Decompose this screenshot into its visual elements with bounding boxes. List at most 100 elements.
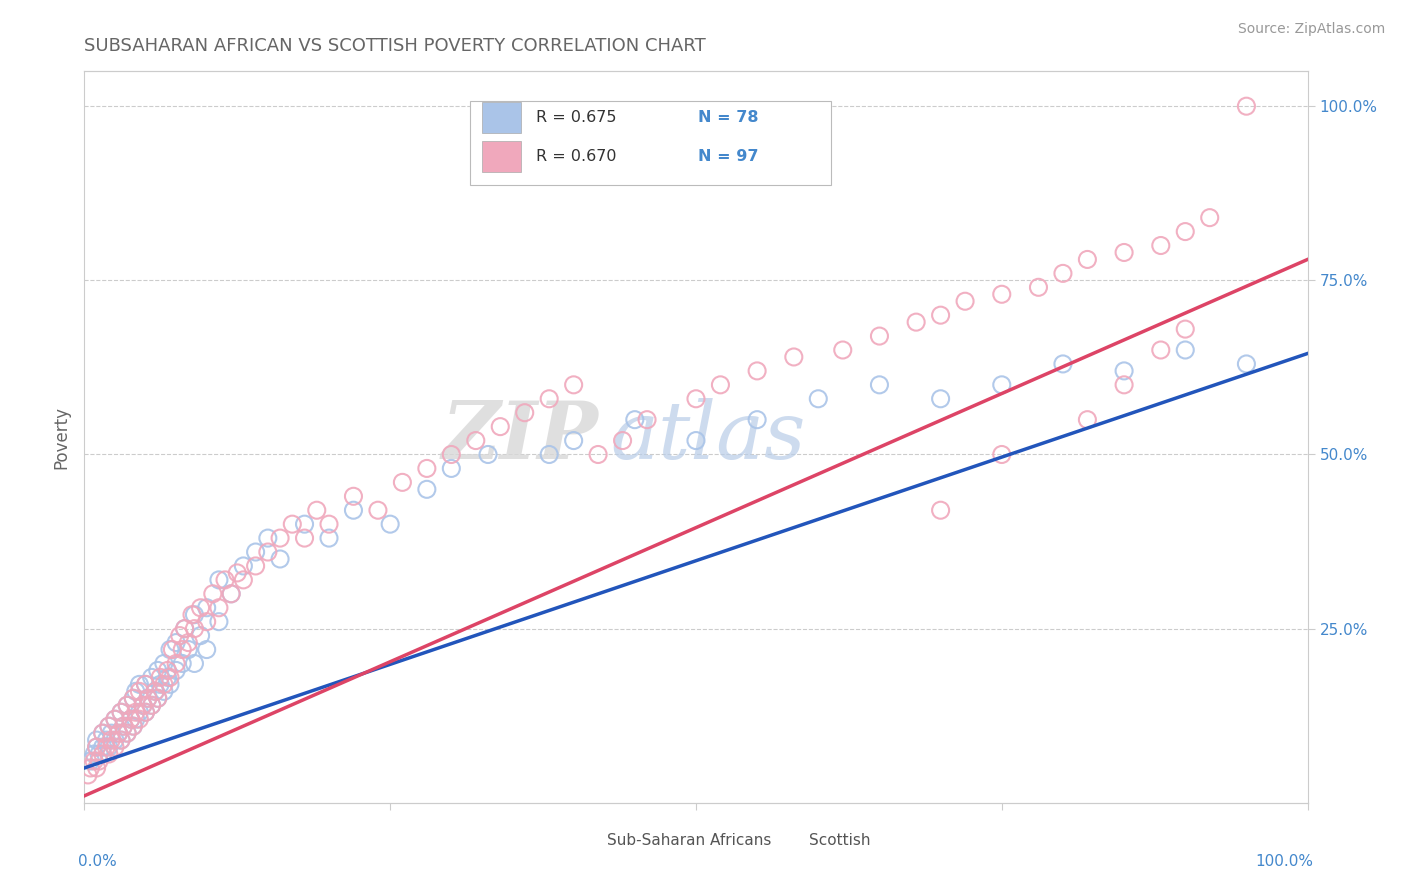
Point: [87, 747, 110, 761]
Point: [91, 747, 114, 761]
Point: [586, 448, 609, 462]
Point: [305, 503, 328, 517]
Point: [709, 377, 731, 392]
Point: [97, 719, 120, 733]
Point: [104, 712, 127, 726]
Point: [831, 343, 853, 357]
Point: [97, 719, 120, 733]
Point: [905, 315, 928, 329]
Point: [1174, 225, 1197, 239]
Point: [104, 712, 127, 726]
Point: [342, 489, 364, 503]
Point: [477, 448, 499, 462]
Text: Sub-Saharan Africans: Sub-Saharan Africans: [606, 833, 770, 848]
Point: [1236, 357, 1258, 371]
Text: N = 78: N = 78: [699, 110, 759, 125]
Point: [146, 664, 169, 678]
Point: [991, 377, 1014, 392]
Point: [1052, 266, 1074, 280]
Point: [104, 740, 127, 755]
Point: [183, 657, 205, 671]
Point: [159, 677, 181, 691]
Point: [135, 705, 157, 719]
Point: [1028, 280, 1050, 294]
Point: [1174, 343, 1197, 357]
Point: [79, 761, 101, 775]
Point: [156, 670, 179, 684]
Point: [281, 517, 304, 532]
Point: [135, 677, 157, 691]
Point: [79, 754, 101, 768]
Point: [120, 712, 142, 726]
Point: [128, 684, 150, 698]
Point: [149, 677, 172, 691]
Point: [100, 726, 122, 740]
Point: [636, 412, 658, 426]
Point: [135, 705, 157, 719]
Point: [91, 726, 114, 740]
Point: [612, 434, 634, 448]
Point: [107, 726, 129, 740]
Point: [122, 719, 145, 733]
Point: [685, 434, 707, 448]
Point: [294, 531, 316, 545]
Point: [342, 503, 364, 517]
Point: [416, 483, 439, 497]
Text: 100.0%: 100.0%: [1256, 854, 1313, 869]
Point: [232, 573, 254, 587]
Point: [153, 657, 176, 671]
Point: [195, 642, 218, 657]
Point: [183, 607, 205, 622]
Point: [195, 600, 218, 615]
Point: [104, 733, 127, 747]
Point: [110, 733, 132, 747]
Point: [513, 406, 536, 420]
Point: [624, 412, 647, 426]
Text: R = 0.670: R = 0.670: [536, 149, 616, 164]
Point: [245, 558, 267, 573]
Point: [132, 698, 155, 713]
Point: [159, 670, 181, 684]
Point: [159, 642, 181, 657]
Point: [440, 448, 463, 462]
Point: [162, 642, 184, 657]
Point: [96, 733, 118, 747]
Point: [146, 691, 169, 706]
Point: [318, 517, 340, 532]
Point: [165, 635, 187, 649]
Point: [97, 747, 120, 761]
Point: [128, 712, 150, 726]
Point: [929, 392, 952, 406]
Point: [232, 558, 254, 573]
Point: [1114, 377, 1136, 392]
Point: [141, 698, 163, 713]
Point: [112, 719, 135, 733]
Point: [86, 733, 108, 747]
Point: [245, 545, 267, 559]
Point: [91, 726, 114, 740]
Point: [100, 733, 122, 747]
Point: [929, 503, 952, 517]
Point: [125, 712, 148, 726]
Point: [177, 635, 200, 649]
Point: [122, 691, 145, 706]
Point: [929, 308, 952, 322]
Point: [257, 545, 280, 559]
Point: [1114, 364, 1136, 378]
FancyBboxPatch shape: [470, 101, 831, 185]
Point: [141, 698, 163, 713]
Point: [153, 684, 176, 698]
Point: [464, 434, 486, 448]
Text: 0.0%: 0.0%: [79, 854, 117, 869]
Point: [110, 733, 132, 747]
Point: [83, 754, 105, 768]
Point: [143, 684, 166, 698]
Point: [146, 691, 169, 706]
Point: [122, 719, 145, 733]
Bar: [574, 829, 600, 854]
Bar: [776, 829, 803, 854]
Point: [173, 622, 195, 636]
Point: [208, 573, 231, 587]
Point: [110, 705, 132, 719]
Point: [172, 642, 194, 657]
